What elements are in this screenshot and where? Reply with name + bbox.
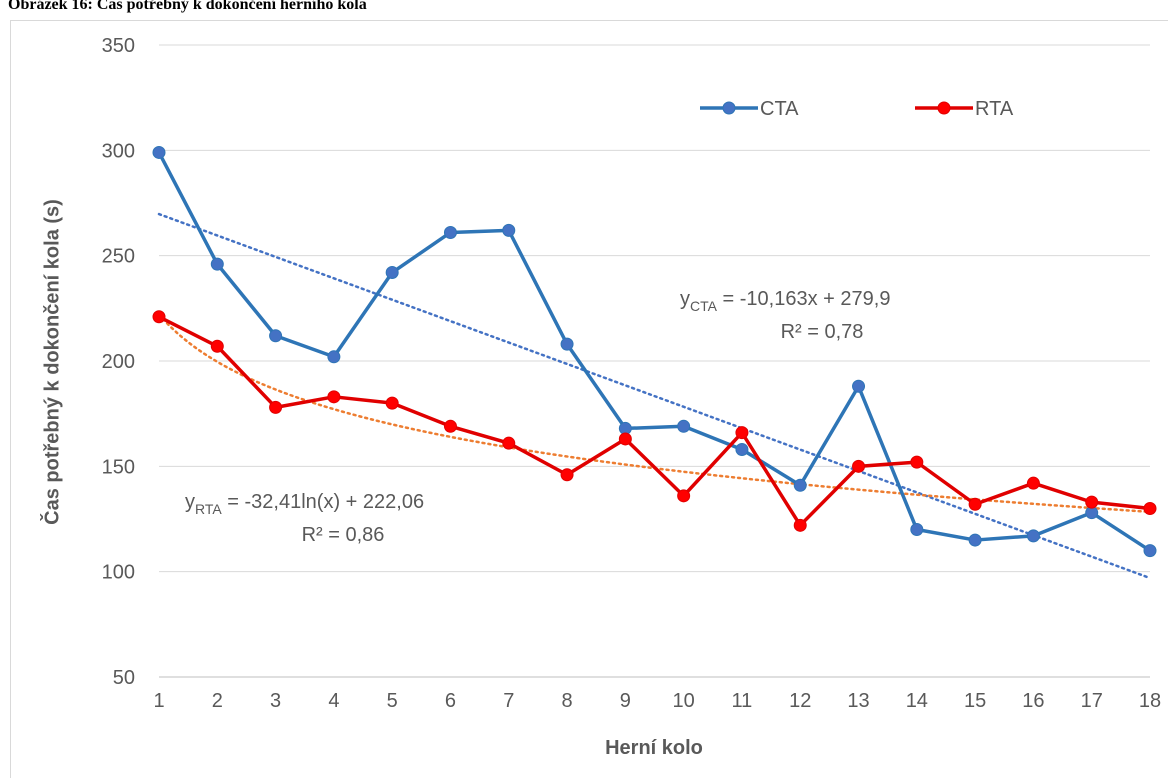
y-tick-label: 250 [102,246,135,268]
y-tick-label: 100 [102,562,135,584]
x-tick-label: 6 [445,690,456,712]
series-point [210,339,224,353]
series-point [793,518,807,532]
equation-subscript: CTA [690,298,718,314]
series-point [385,266,399,280]
series-point [152,145,166,159]
chart-frame [10,20,1168,778]
series-point [385,396,399,410]
series-point [852,459,866,473]
y-tick-label: 200 [102,351,135,373]
series-point [560,468,574,482]
x-tick-label: 10 [673,690,695,712]
series-point [443,225,457,239]
chart-title: Obrázek 16: Čas potřebný k dokončení her… [8,0,367,13]
x-tick-label: 1 [153,690,164,712]
series-point [560,337,574,351]
trendline-r2: R² = 0,86 [302,524,385,546]
series-point [210,257,224,271]
equation-y: y [185,491,195,513]
series-point [502,436,516,450]
series-point [1143,544,1157,558]
y-axis-title: Čas potřebný k dokončení kola (s) [39,199,63,525]
series-point [735,426,749,440]
series-point [735,442,749,456]
series-point [968,533,982,547]
series-point [677,419,691,433]
equation-rest: = -10,163x + 279,9 [717,288,890,310]
series-point [1026,476,1040,490]
series-line [157,151,1151,553]
series-point [327,350,341,364]
series-point [269,329,283,343]
series-point [677,489,691,503]
trendline-equation: yRTA = -32,41ln(x) + 222,06 [185,491,424,517]
x-axis-title: Herní kolo [605,737,703,759]
legend-marker [722,101,736,115]
x-tick-label: 9 [620,690,631,712]
x-tick-label: 15 [964,690,986,712]
series-point [618,432,632,446]
x-tick-label: 11 [732,690,753,712]
x-tick-label: 12 [789,690,811,712]
series-point [910,523,924,537]
series-point [152,310,166,324]
x-tick-label: 14 [906,690,928,712]
y-tick-label: 350 [102,35,135,57]
trendline [157,212,1152,580]
legend-marker [937,101,951,115]
trendline-r2: R² = 0,78 [781,321,864,343]
series-line [158,315,1151,528]
series-point [793,478,807,492]
trendline-equation: yCTA = -10,163x + 279,9 [680,288,890,314]
y-tick-label: 50 [113,667,135,689]
x-tick-label: 16 [1022,690,1044,712]
series-point [1143,501,1157,515]
x-tick-label: 18 [1139,690,1161,712]
series-point [502,223,516,237]
legend-label: CTA [760,98,799,120]
series-point [269,400,283,414]
equation-subscript: RTA [195,501,222,517]
x-tick-label: 3 [270,690,281,712]
x-tick-label: 13 [847,690,869,712]
series-point [852,379,866,393]
series-point [910,455,924,469]
x-tick-label: 8 [561,690,572,712]
x-tick-label: 2 [212,690,223,712]
y-tick-label: 150 [102,456,135,478]
x-tick-label: 7 [503,690,514,712]
series-point [1026,529,1040,543]
series-point [1085,495,1099,509]
legend-label: RTA [975,98,1014,120]
series-point [327,390,341,404]
series-point [968,497,982,511]
x-tick-label: 4 [328,690,339,712]
equation-y: y [680,288,690,310]
equation-rest: = -32,41ln(x) + 222,06 [222,491,424,513]
series-point [443,419,457,433]
x-tick-label: 5 [387,690,398,712]
x-tick-label: 17 [1081,690,1103,712]
y-tick-label: 300 [102,140,135,162]
